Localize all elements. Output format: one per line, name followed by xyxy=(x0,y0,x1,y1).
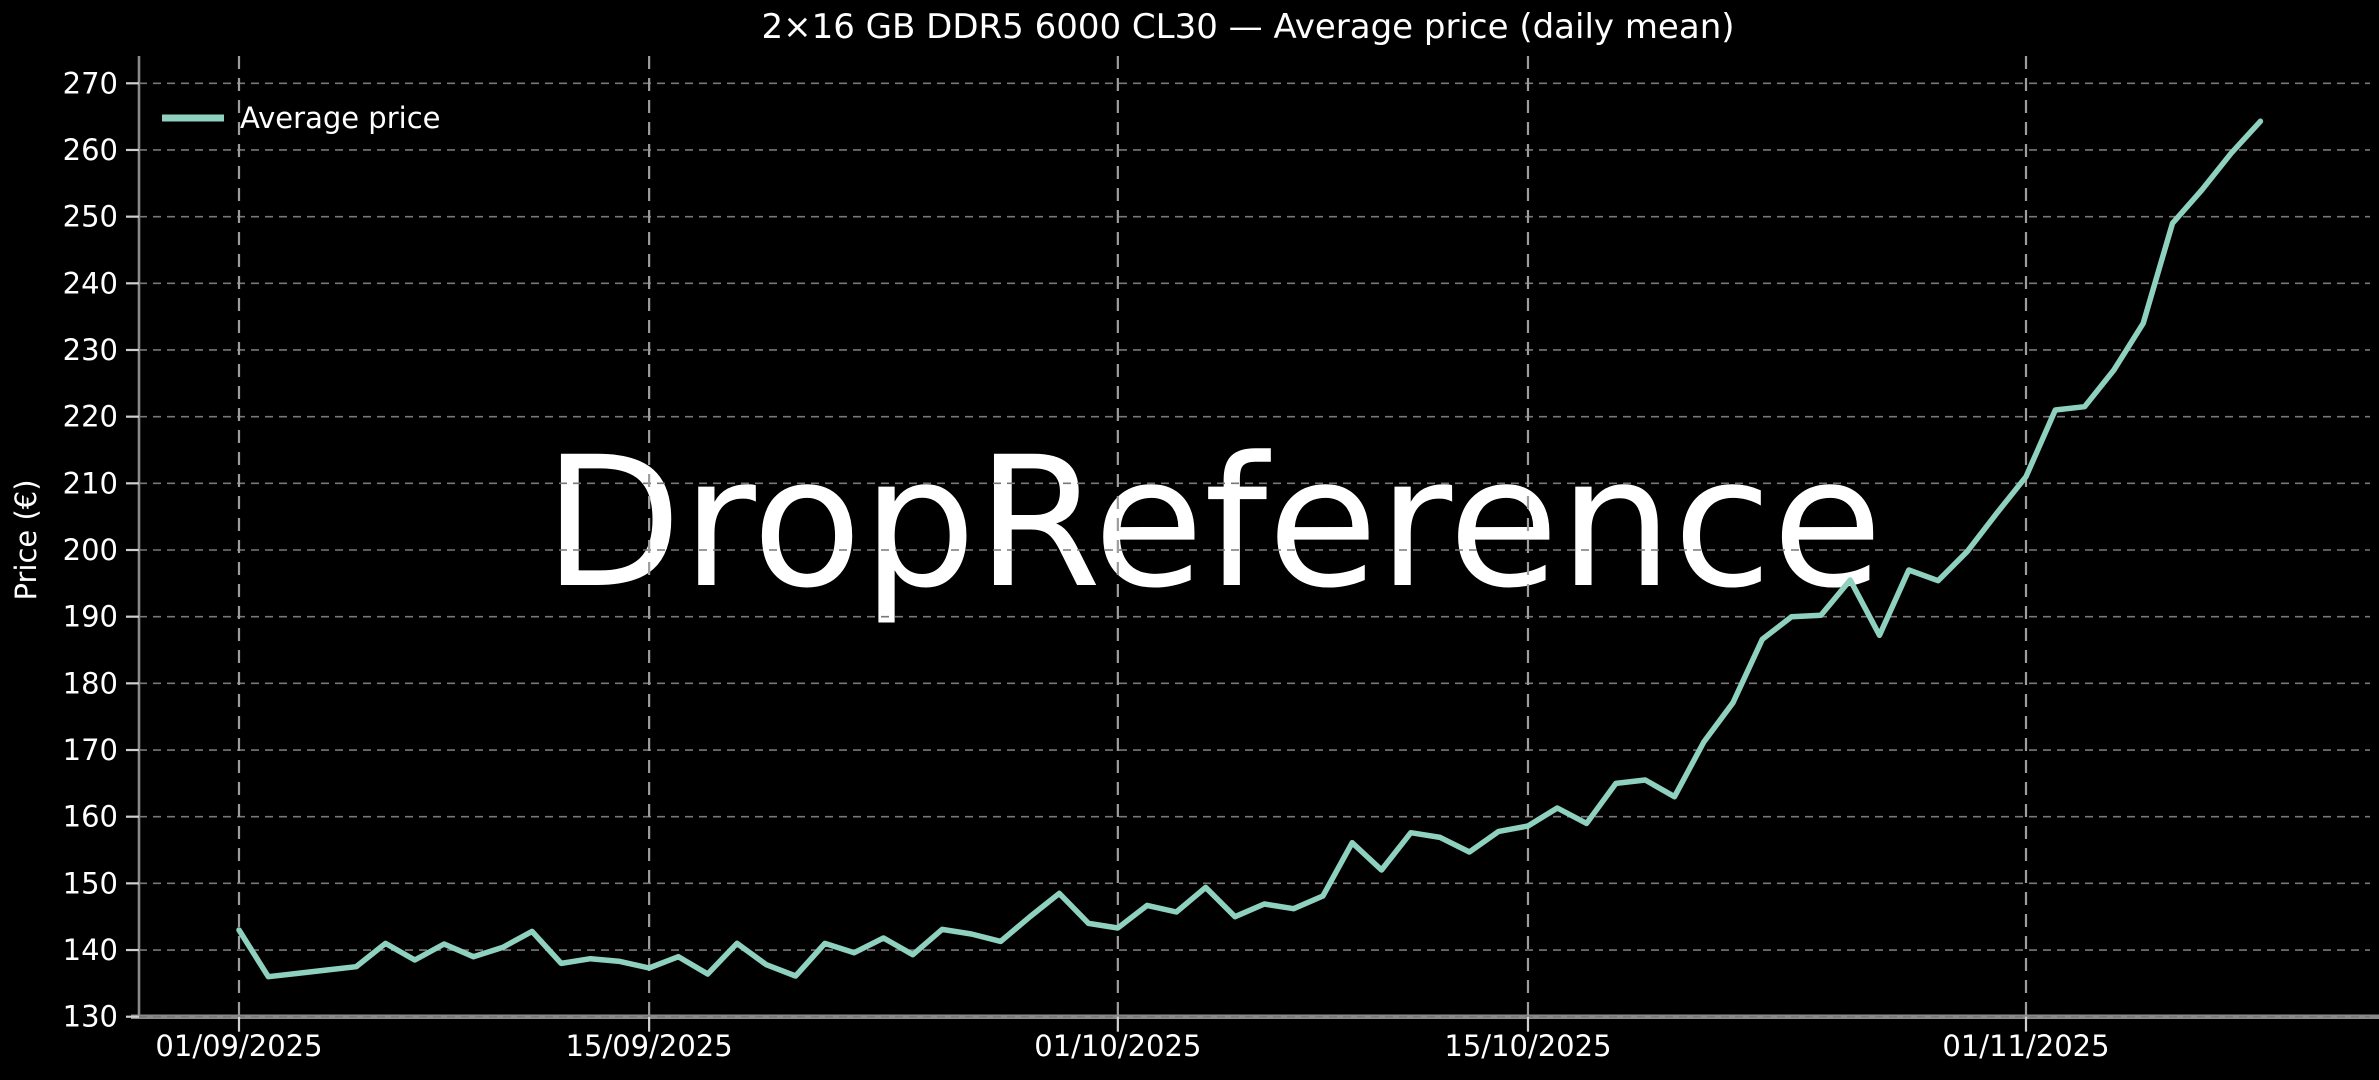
y-tick-label: 200 xyxy=(63,533,118,567)
y-tick-label: 210 xyxy=(63,466,118,500)
axis-ticks: 130 140 150 160 170 180 190 200 210 220 230 240 250 2… xyxy=(63,66,2110,1063)
gridlines xyxy=(139,56,2370,1018)
y-tick-label: 250 xyxy=(63,200,118,234)
chart-title: 2×16 GB DDR5 6000 CL30 — Average price (… xyxy=(761,7,1734,47)
y-tick-label: 180 xyxy=(63,666,118,700)
y-tick-label: 240 xyxy=(63,266,118,300)
average-price-line xyxy=(236,118,2264,980)
series-line-group xyxy=(236,118,2264,980)
legend-label: Average price xyxy=(240,101,440,135)
y-tick-label: 270 xyxy=(63,66,118,100)
x-tick-label: 01/11/2025 xyxy=(1942,1029,2109,1063)
x-tick-label: 01/10/2025 xyxy=(1034,1029,1201,1063)
y-tick-label: 220 xyxy=(63,400,118,434)
y-tick-label: 260 xyxy=(63,133,118,167)
y-tick-label: 230 xyxy=(63,333,118,367)
legend: Average price xyxy=(162,101,440,135)
x-tick-label: 15/10/2025 xyxy=(1444,1029,1611,1063)
y-tick-label: 190 xyxy=(63,600,118,634)
y-tick-label: 140 xyxy=(63,933,118,967)
y-axis-label: Price (€) xyxy=(9,479,43,600)
y-tick-label: 160 xyxy=(63,800,118,834)
watermark: DropReference xyxy=(543,419,1882,628)
y-tick-label: 170 xyxy=(63,733,118,767)
y-tick-label: 130 xyxy=(63,1000,118,1034)
x-tick-label: 15/09/2025 xyxy=(566,1029,733,1063)
y-tick-label: 150 xyxy=(63,866,118,900)
x-tick-label: 01/09/2025 xyxy=(155,1029,322,1063)
